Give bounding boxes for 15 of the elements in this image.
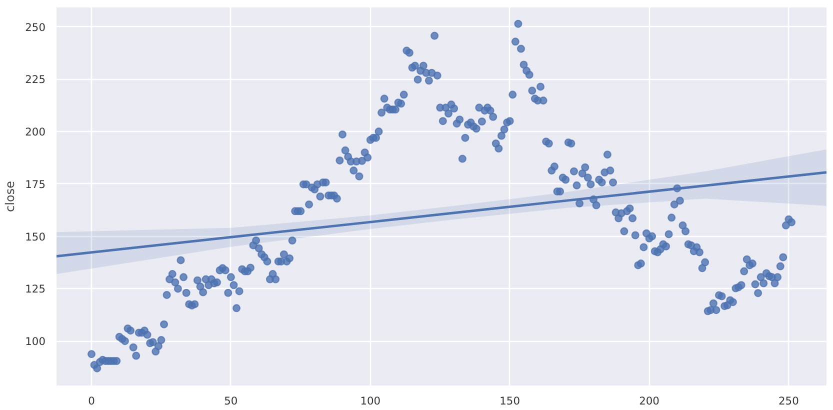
line-series: [56, 171, 826, 258]
x-tick-label: 0: [88, 394, 96, 408]
x-tick-label: 100: [360, 394, 381, 408]
y-tick-label: 175: [25, 178, 46, 191]
y-tick-label: 225: [25, 73, 46, 86]
y-tick-label: 100: [25, 335, 46, 348]
y-axis-title: close: [3, 181, 18, 212]
y-tick-label: 150: [25, 230, 46, 244]
y-tick-label: 125: [25, 282, 46, 296]
x-tick-label: 150: [500, 394, 520, 408]
x-tick-label: 250: [778, 394, 800, 408]
x-tick-label: 50: [224, 394, 238, 408]
y-tick-label: 250: [25, 20, 46, 34]
x-tick-label: 200: [639, 394, 660, 408]
y-tick-label: 200: [25, 126, 46, 139]
